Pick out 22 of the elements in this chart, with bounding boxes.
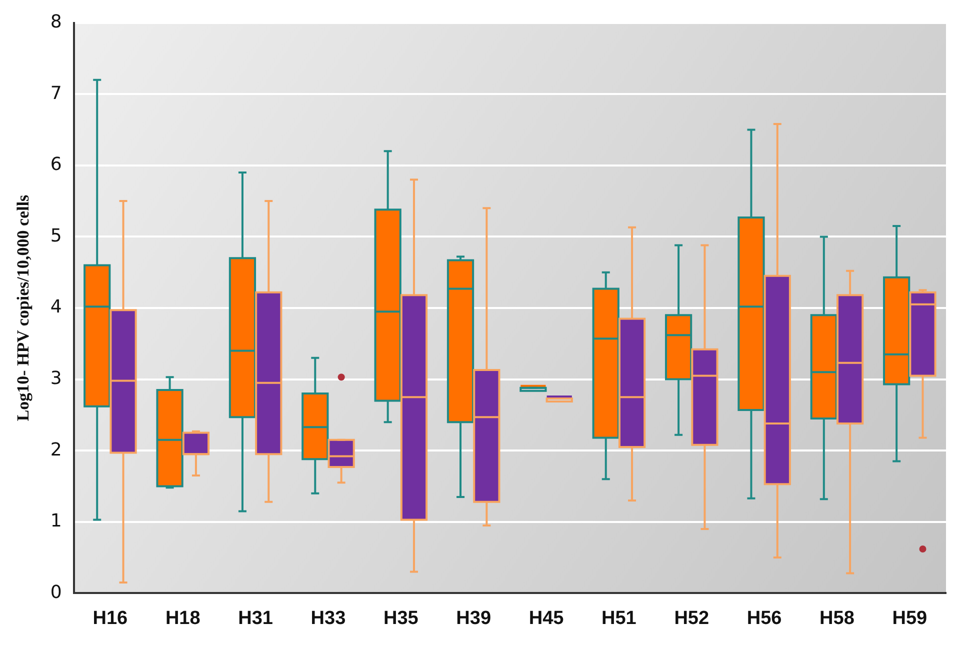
x-tick-label: H56 [746,608,782,629]
x-tick-label: H39 [456,608,492,629]
x-tick-label: H33 [310,608,346,629]
x-tick-label: H16 [92,608,128,629]
x-tick-label: H31 [238,608,274,629]
y-axis-title: Log10- HPV copies/10,000 cells [14,194,33,422]
y-tick-label: 3 [50,368,62,389]
x-tick-label: H52 [674,608,710,629]
y-tick-label: 2 [50,439,62,460]
x-tick-label: H35 [383,608,419,629]
y-tick-label: 0 [50,582,62,603]
y-tick-label: 4 [50,296,62,318]
x-tick-label: H58 [820,608,854,629]
x-tick-label: H59 [892,608,928,629]
y-tick-label: 6 [50,154,62,176]
x-tick-label: H45 [528,608,564,629]
x-tick-label: H51 [602,608,637,629]
y-tick-label: 7 [50,82,62,104]
y-tick-label: 8 [50,11,62,32]
x-tick-label: H18 [165,608,200,629]
y-tick-label: 1 [50,510,62,532]
y-tick-label: 5 [50,225,62,246]
